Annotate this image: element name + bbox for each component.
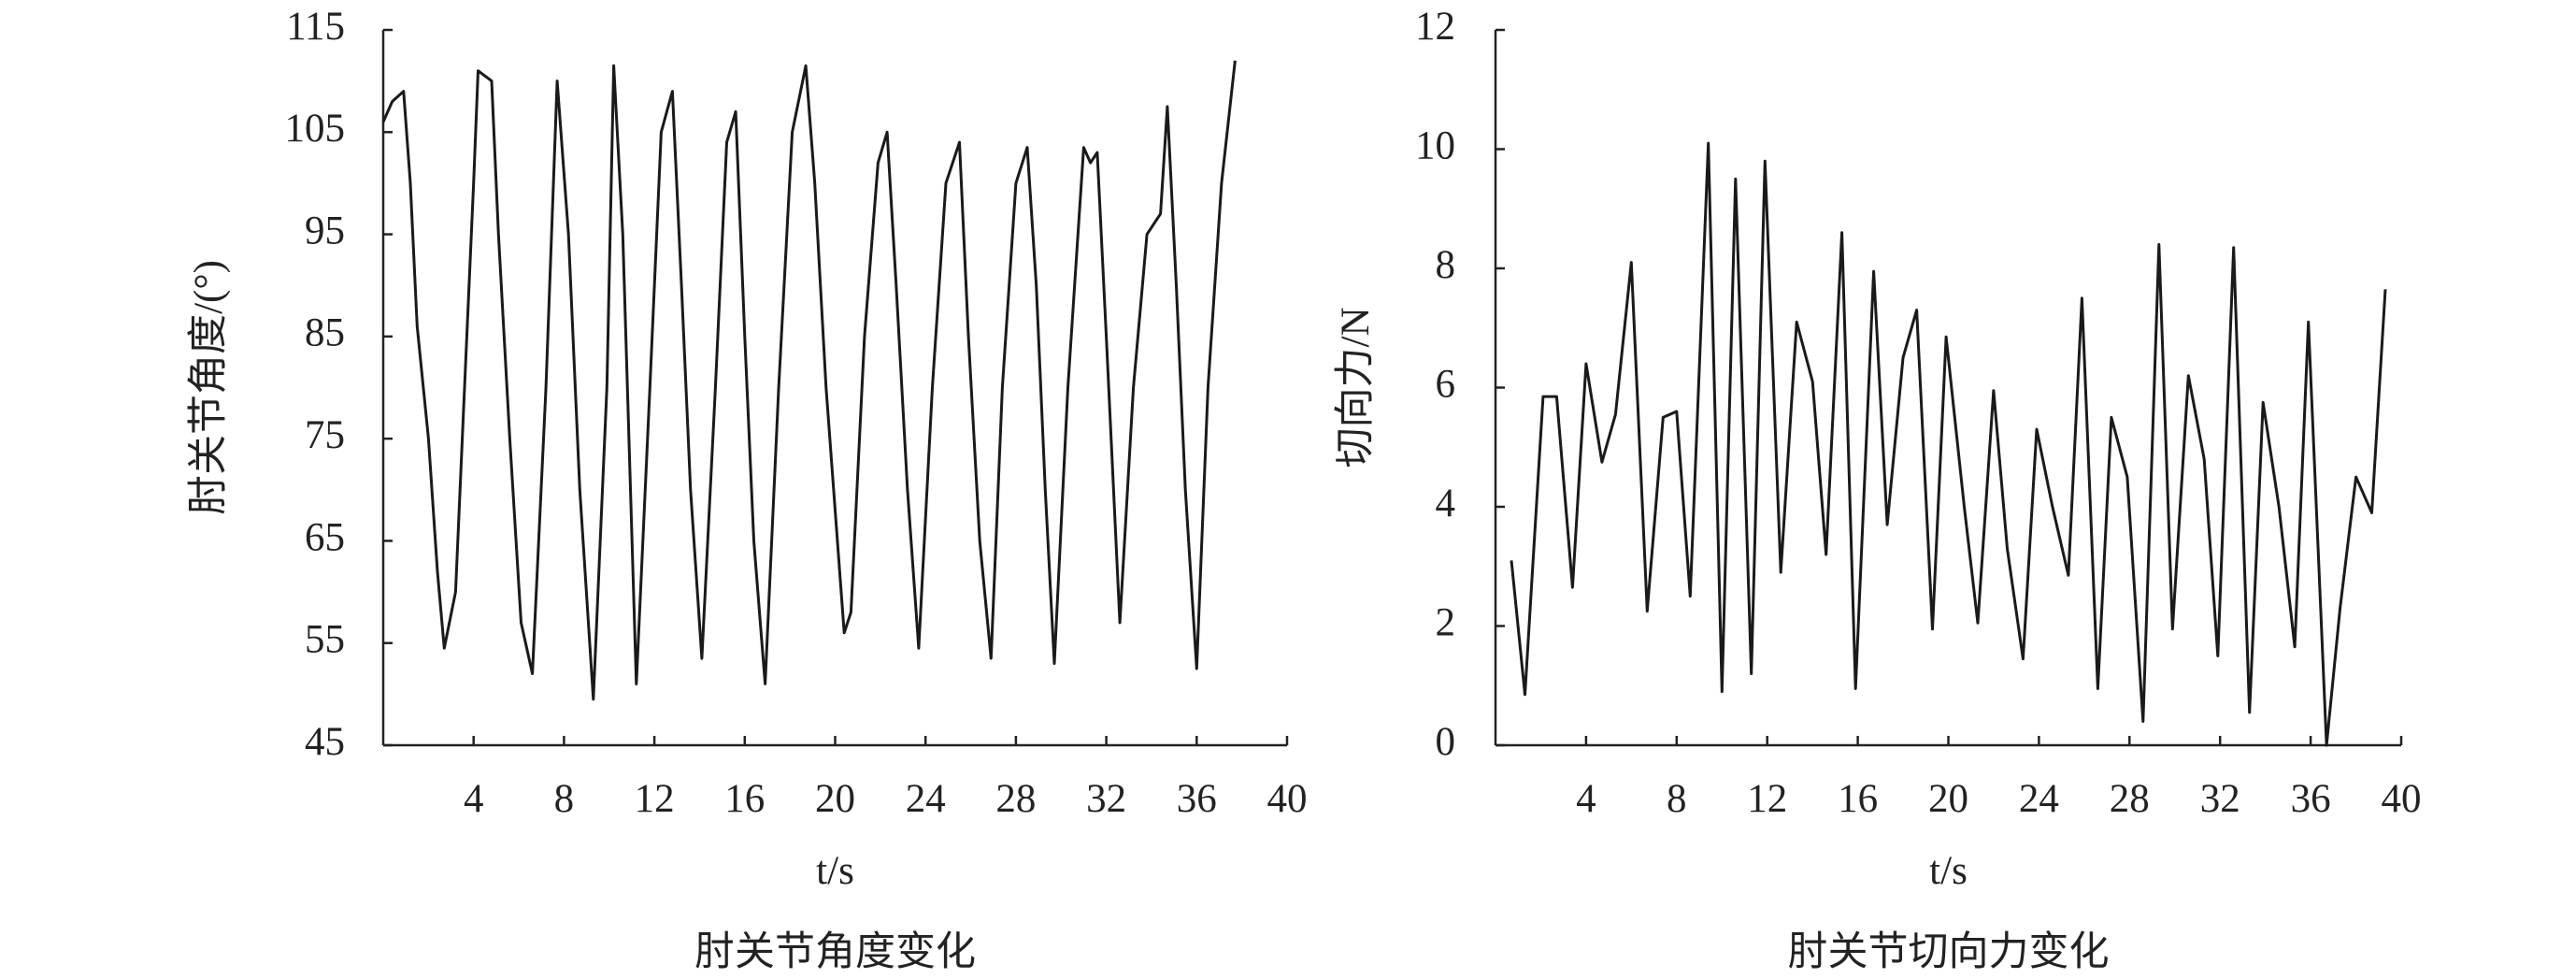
x-tick-label: 12 [1747, 777, 1787, 821]
y-tick-label: 55 [305, 618, 345, 662]
x-tick-label: 12 [635, 777, 675, 821]
y-tick-label: 0 [1436, 720, 1456, 764]
x-tick-label: 28 [2110, 777, 2150, 821]
x-tick-label: 32 [1086, 777, 1126, 821]
data-line [1510, 141, 2387, 747]
x-tick-label: 40 [1267, 777, 1308, 821]
x-tick-label: 36 [2291, 777, 2331, 821]
x-tick-label: 16 [1838, 777, 1878, 821]
x-tick-label: 36 [1177, 777, 1217, 821]
x-tick-label: 24 [906, 777, 946, 821]
y-tick-label: 115 [286, 5, 345, 49]
y-tick-label: 4 [1436, 482, 1456, 525]
y-tick-label: 95 [305, 209, 345, 252]
y-axis-label: 肘关节角度/(°) [187, 260, 231, 515]
x-tick-label: 8 [1667, 777, 1687, 821]
chart-title: 肘关节切向力变化 [1788, 929, 2110, 974]
x-axis-label: t/s [1929, 849, 1968, 893]
x-tick-label: 20 [1928, 777, 1968, 821]
y-tick-label: 105 [285, 107, 346, 151]
y-tick-label: 6 [1436, 362, 1456, 406]
x-tick-label: 20 [815, 777, 855, 821]
y-tick-label: 2 [1436, 600, 1456, 644]
y-tick-label: 75 [305, 413, 345, 457]
y-tick-label: 10 [1415, 123, 1455, 167]
x-tick-label: 28 [995, 777, 1036, 821]
y-axis-label: 切向力/N [1334, 308, 1378, 468]
x-tick-label: 16 [724, 777, 765, 821]
x-tick-label: 32 [2200, 777, 2240, 821]
y-tick-label: 85 [305, 311, 345, 355]
chart-title: 肘关节角度变化 [694, 929, 976, 974]
x-tick-label: 40 [2382, 777, 2422, 821]
x-tick-label: 4 [464, 777, 484, 821]
x-tick-label: 4 [1576, 777, 1596, 821]
x-tick-label: 24 [2019, 777, 2059, 821]
x-axis-label: t/s [816, 849, 854, 893]
data-line [381, 60, 1237, 701]
y-tick-label: 8 [1436, 243, 1456, 287]
y-tick-label: 65 [305, 515, 345, 559]
y-tick-label: 12 [1415, 5, 1455, 49]
x-tick-label: 8 [554, 777, 575, 821]
y-tick-label: 45 [305, 720, 345, 764]
